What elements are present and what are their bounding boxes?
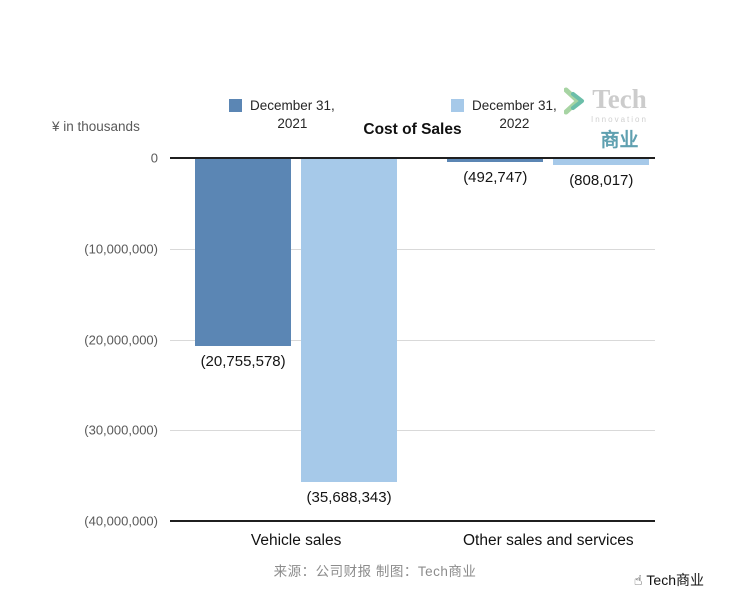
bar-value-label: (20,755,578) [200,353,286,371]
legend-item-2021: December 31, 2021 [229,97,335,132]
legend-label-2021-line1: December 31, [250,98,335,113]
x-category-label: Other sales and services [463,532,634,549]
y-tick-label: (30,000,000) [84,422,158,438]
y-tick-label: (40,000,000) [84,513,158,529]
source-caption: 来源：公司财报 制图：Tech商业 [273,564,477,579]
gridline [170,430,655,432]
watermark-cn: 商业 [600,130,639,151]
bar-312022-2 [553,158,650,166]
bar-value-label: (808,017) [569,172,634,190]
plot-area: 0 (10,000,000) (20,000,000) (30,000,000) (40… [84,151,655,549]
legend-label-2022-line1: December 31, [472,98,557,113]
footer-brand-label: Tech商业 [646,572,704,588]
gridline [170,248,655,250]
x-category-label: Vehicle sales [250,532,342,549]
legend-swatch-2022 [451,99,464,112]
footer-brand: ☝ Tech商业 [634,570,704,590]
watermark-subtitle: Innovation [591,115,648,124]
axis-line [170,157,655,159]
pointing-hand-icon: ☝ [633,571,643,588]
legend-label-2022: December 31, 2022 [472,97,557,132]
legend-item-2022: December 31, 2022 [451,97,557,132]
watermark-logo: Tech Innovation 商业 [563,86,648,152]
bar-312022-1 [301,158,398,482]
y-tick-label: 0 [150,150,158,166]
axis-unit-label: ¥ in thousands [52,119,140,134]
y-tick-label: (10,000,000) [84,241,158,257]
y-tick-label: (20,000,000) [84,332,158,347]
legend-swatch-2021 [229,99,242,112]
watermark-brand: Tech [592,84,647,114]
chevron-icon [563,86,586,121]
axis-line [170,520,655,522]
legend-label-2021-line2: 2021 [277,115,308,131]
gridline [170,339,655,341]
chart-title: Cost of Sales [363,121,462,138]
watermark-text: Tech Innovation 商业 [591,86,648,152]
bar-312021-2 [447,158,544,163]
legend-label-2021: December 31, 2021 [250,97,335,132]
bar-value-label: (35,688,343) [306,488,392,506]
bar-value-label: (492,747) [463,169,528,187]
bar-312021-1 [195,158,292,347]
legend-label-2022-line2: 2022 [499,115,530,131]
